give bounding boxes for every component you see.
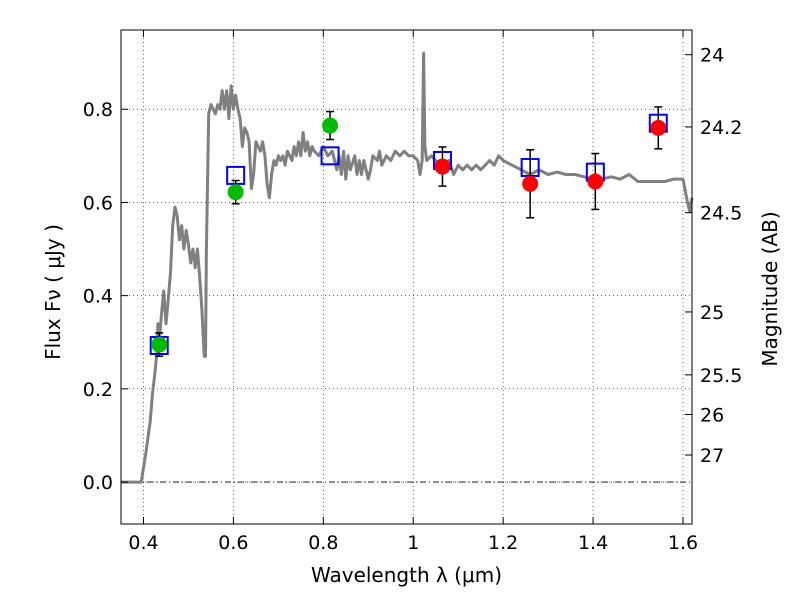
y-tick-label: 0.2 <box>83 379 113 401</box>
x-tick-label: 0.6 <box>218 532 248 554</box>
y2-tick-label: 26 <box>700 404 724 426</box>
y2-tick-label: 25 <box>700 302 724 324</box>
observed-optical-point <box>151 336 168 353</box>
plot-frame <box>120 29 693 525</box>
y2-axis-label: Magnitude (AB) <box>758 211 782 366</box>
x-tick-label: 1 <box>407 532 419 554</box>
observed-nir-point <box>434 158 451 175</box>
observed-nir-point <box>587 173 604 190</box>
y2-tick-label: 24.5 <box>700 203 742 225</box>
x-axis-label: Wavelength λ (μm) <box>311 563 502 587</box>
observed-nir-point <box>522 175 539 192</box>
y-tick-label: 0.4 <box>83 286 113 308</box>
x-tick-label: 1.6 <box>668 532 698 554</box>
y-tick-label: 0.8 <box>83 99 113 121</box>
x-tick-label: 1.4 <box>578 532 608 554</box>
observed-photometry-layer <box>151 106 667 357</box>
observed-optical-point <box>227 184 244 201</box>
observed-nir-point <box>650 119 667 136</box>
model-band-point <box>320 146 340 166</box>
x-tick-label: 0.8 <box>308 532 338 554</box>
y-tick-label: 0.0 <box>83 472 113 494</box>
observed-optical-point <box>322 117 339 134</box>
y2-tick-label: 24 <box>700 45 724 67</box>
x-tick-label: 1.2 <box>488 532 518 554</box>
y2-tick-label: 24.2 <box>700 117 742 139</box>
y-axis-label: Flux Fν ( μJy ) <box>41 224 65 360</box>
model-sed-layer <box>121 51 694 484</box>
y2-tick-label: 25.5 <box>700 365 742 387</box>
y-axis-ticks: 0.0 0.2 0.4 0.6 0.8 <box>83 99 128 494</box>
x-axis-ticks: 0.4 0.6 0.8 1 1.2 1.4 1.6 <box>128 30 698 554</box>
y-tick-label: 0.6 <box>83 192 113 214</box>
model-sed-line <box>121 51 694 484</box>
y2-axis-ticks: 24 24.2 24.5 25 25.5 26 27 <box>685 45 742 467</box>
y2-tick-label: 27 <box>700 445 724 467</box>
model-band-layer <box>149 113 668 356</box>
x-tick-label: 0.4 <box>128 532 158 554</box>
